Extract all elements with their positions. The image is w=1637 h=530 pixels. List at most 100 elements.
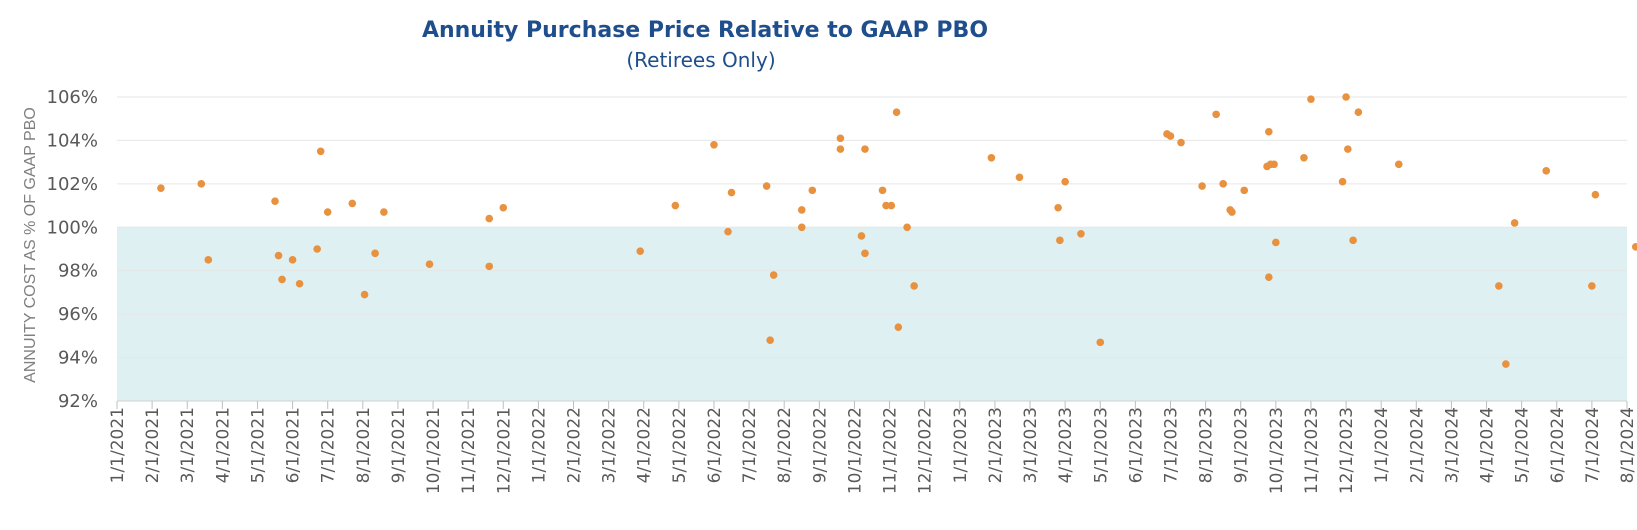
data-point — [274, 251, 283, 260]
x-tick-label: 11/1/2021 — [459, 407, 479, 494]
data-point — [861, 145, 869, 153]
data-point — [1228, 208, 1236, 216]
x-tick-label: 6/1/2023 — [1126, 407, 1146, 483]
data-point — [1588, 282, 1596, 290]
y-axis-ticks: 92% 94% 96% 98% 100% 102% 104% 106% — [47, 87, 98, 412]
y-tick-label: 96% — [58, 304, 98, 325]
x-tick-label: 10/1/2022 — [845, 407, 865, 494]
data-point — [1354, 108, 1363, 116]
data-point — [727, 188, 736, 197]
data-point — [1056, 236, 1064, 245]
data-point — [878, 186, 887, 195]
data-point — [1015, 173, 1024, 182]
x-tick-label: 3/1/2023 — [1021, 407, 1041, 483]
data-point — [903, 223, 911, 232]
x-tick-label: 12/1/2023 — [1337, 407, 1357, 494]
data-point — [425, 260, 434, 269]
data-point — [910, 282, 918, 290]
x-tick-label: 1/1/2024 — [1372, 407, 1392, 483]
x-tick-label: 2/1/2023 — [986, 407, 1006, 483]
data-point — [1307, 95, 1315, 103]
data-point — [1077, 230, 1085, 238]
x-tick-label: 1/1/2022 — [529, 407, 549, 483]
x-tick-label: 10/1/2023 — [1267, 407, 1287, 494]
data-point — [1338, 177, 1347, 186]
x-tick-label: 11/1/2023 — [1302, 407, 1322, 494]
x-tick-label: 10/1/2021 — [424, 407, 444, 494]
x-tick-label: 7/1/2022 — [740, 407, 760, 483]
data-point — [836, 134, 845, 143]
data-point — [157, 184, 165, 192]
x-tick-label: 1/1/2021 — [108, 407, 128, 483]
data-point — [766, 336, 774, 345]
x-tick-label: 7/1/2024 — [1583, 407, 1603, 483]
x-tick-label: 5/1/2024 — [1513, 407, 1533, 483]
data-point — [316, 147, 325, 156]
chart-title: Annuity Purchase Price Relative to GAAP … — [422, 18, 988, 43]
data-point — [348, 199, 357, 208]
data-point — [836, 145, 845, 153]
data-point — [485, 262, 494, 271]
data-point — [1061, 177, 1069, 186]
data-point — [1272, 238, 1280, 247]
y-tick-label: 98% — [58, 261, 98, 282]
x-tick-label: 6/1/2022 — [705, 407, 725, 483]
data-point — [762, 182, 771, 190]
data-point — [288, 256, 297, 264]
x-tick-label: 8/1/2023 — [1197, 407, 1217, 483]
data-point — [1349, 236, 1357, 245]
data-point — [892, 108, 901, 116]
x-tick-label: 8/1/2021 — [354, 407, 374, 483]
y-tick-label: 102% — [47, 174, 98, 195]
y-tick-label: 104% — [47, 130, 98, 151]
x-tick-label: 2/1/2024 — [1407, 407, 1427, 483]
data-point — [1342, 93, 1350, 101]
x-tick-label: 2/1/2022 — [565, 407, 585, 483]
data-point — [710, 140, 718, 149]
x-tick-label: 4/1/2021 — [213, 407, 233, 483]
data-point — [499, 203, 508, 212]
data-point — [1344, 145, 1352, 153]
data-point — [797, 223, 806, 232]
data-point — [360, 290, 369, 299]
data-point — [1198, 182, 1206, 190]
chart-subtitle: (Retirees Only) — [626, 48, 775, 72]
data-point — [797, 206, 806, 214]
data-point — [295, 279, 304, 288]
data-point — [1591, 190, 1600, 199]
data-point — [278, 275, 286, 284]
x-tick-label: 4/1/2023 — [1056, 407, 1076, 483]
x-tick-label: 4/1/2024 — [1478, 407, 1498, 483]
x-tick-label: 11/1/2022 — [881, 407, 901, 494]
data-point — [1394, 160, 1403, 169]
data-point — [197, 180, 206, 188]
x-tick-label: 3/1/2022 — [600, 407, 620, 483]
x-tick-label: 7/1/2023 — [1161, 407, 1181, 483]
data-point — [808, 186, 817, 195]
data-point — [485, 214, 494, 223]
y-tick-label: 92% — [58, 391, 98, 412]
x-tick-label: 12/1/2022 — [916, 407, 936, 494]
x-tick-label: 9/1/2021 — [389, 407, 409, 483]
data-point — [671, 201, 680, 210]
data-point — [1270, 160, 1278, 169]
data-point — [1300, 154, 1308, 162]
x-tick-label: 9/1/2022 — [810, 407, 830, 483]
data-point — [987, 154, 996, 162]
data-point — [861, 249, 869, 258]
x-tick-label: 5/1/2021 — [248, 407, 268, 483]
x-tick-label: 2/1/2021 — [143, 407, 163, 483]
data-point — [313, 245, 321, 253]
x-tick-label: 12/1/2021 — [494, 407, 514, 494]
points-layer — [157, 93, 1637, 368]
data-point — [887, 201, 896, 210]
y-axis-label: ANNUITY COST AS % OF GAAP PBO — [22, 107, 39, 383]
x-tick-label: 5/1/2023 — [1091, 407, 1111, 483]
data-point — [1510, 219, 1519, 227]
data-point — [1265, 127, 1273, 136]
y-tick-label: 94% — [58, 348, 98, 369]
data-point — [894, 323, 903, 331]
x-tick-label: 4/1/2022 — [635, 407, 655, 483]
data-point — [380, 208, 388, 216]
